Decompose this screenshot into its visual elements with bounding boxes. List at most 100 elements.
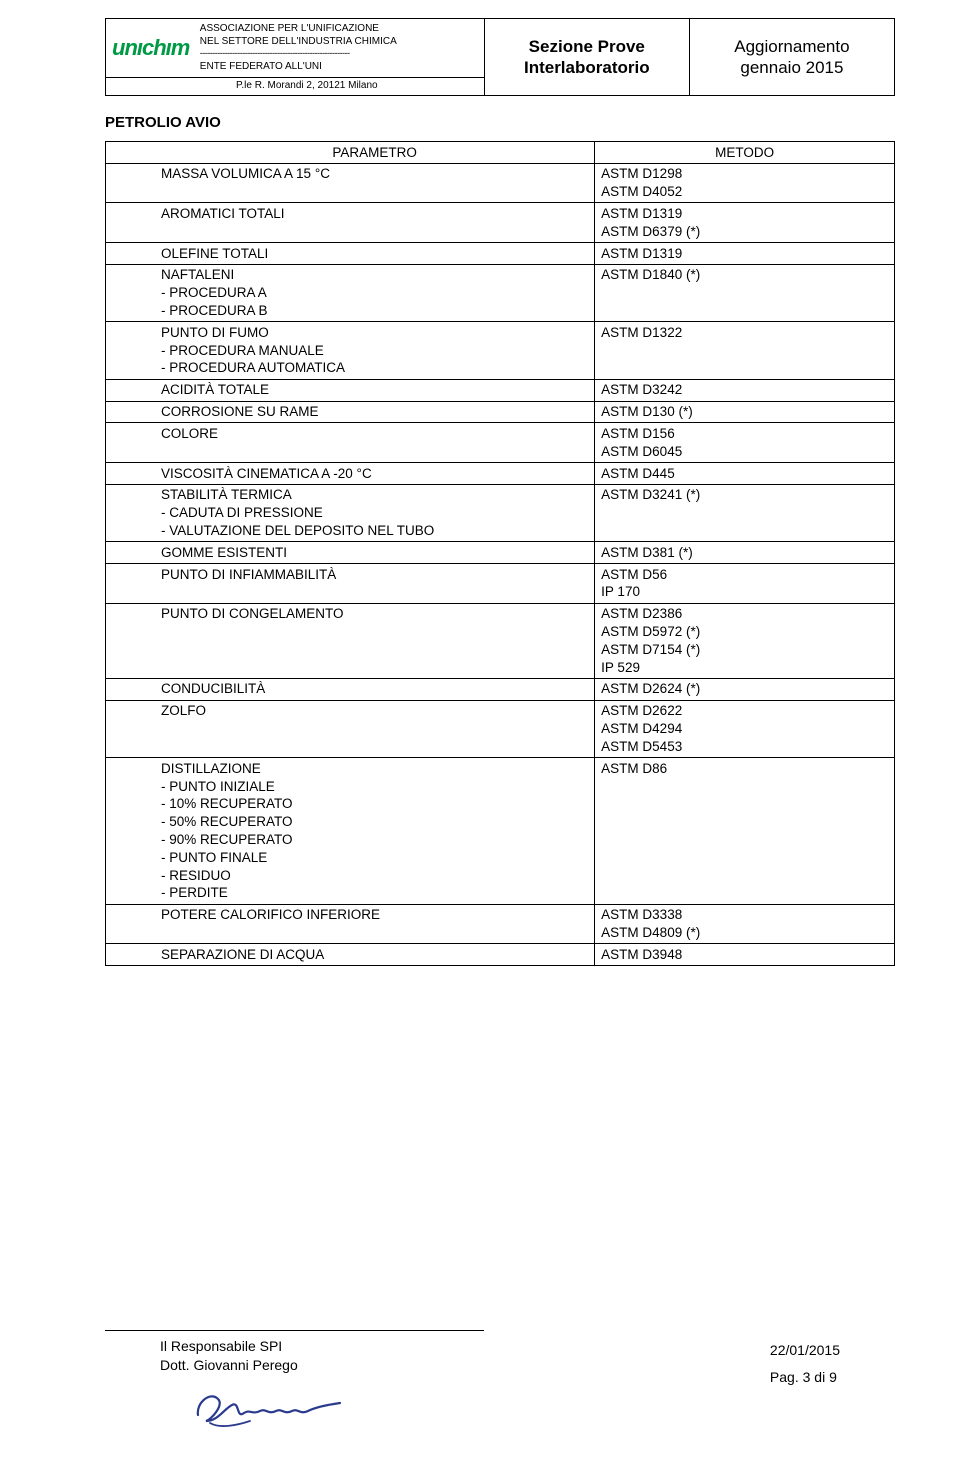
method-label: ASTM D3948 bbox=[601, 947, 682, 962]
method-cell: ASTM D3241 (*) bbox=[595, 484, 895, 541]
param-label: DISTILLAZIONE bbox=[161, 761, 261, 776]
table-row: NAFTALENIPROCEDURA APROCEDURA BASTM D184… bbox=[106, 264, 895, 321]
param-label: PUNTO DI CONGELAMENTO bbox=[161, 606, 344, 621]
method-label: ASTM D2624 (*) bbox=[601, 681, 700, 696]
param-label: OLEFINE TOTALI bbox=[161, 246, 268, 261]
param-label: VISCOSITÀ CINEMATICA A -20 °C bbox=[161, 466, 372, 481]
org-line-3: ENTE FEDERATO ALL'UNI bbox=[200, 61, 322, 72]
param-sub-item: PROCEDURA B bbox=[161, 302, 588, 320]
column-header-param: PARAMETRO bbox=[106, 142, 595, 164]
param-sub-item: PROCEDURA MANUALE bbox=[161, 342, 588, 360]
org-logo: unıchım bbox=[112, 39, 189, 58]
footer-date: 22/01/2015 bbox=[770, 1342, 840, 1358]
param-sub-item: PROCEDURA AUTOMATICA bbox=[161, 359, 588, 377]
method-label: ASTM D4809 (*) bbox=[601, 925, 700, 940]
param-label: POTERE CALORIFICO INFERIORE bbox=[161, 907, 380, 922]
method-label: ASTM D2386 bbox=[601, 606, 682, 621]
table-row: AROMATICI TOTALIASTM D1319ASTM D6379 (*) bbox=[106, 203, 895, 243]
logo-text: unıchım bbox=[112, 39, 189, 58]
param-label: ACIDITÀ TOTALE bbox=[161, 382, 269, 397]
param-sub-item: 50% RECUPERATO bbox=[161, 813, 588, 831]
method-label: ASTM D56 bbox=[601, 567, 667, 582]
param-sub-list: PROCEDURA APROCEDURA B bbox=[161, 284, 588, 320]
org-divider: ----------------------------------------… bbox=[200, 48, 350, 58]
table-row: DISTILLAZIONE PUNTO INIZIALE10% RECUPERAT… bbox=[106, 758, 895, 905]
method-label: ASTM D381 (*) bbox=[601, 545, 693, 560]
param-cell: VISCOSITÀ CINEMATICA A -20 °C bbox=[106, 463, 595, 485]
method-label: ASTM D5453 bbox=[601, 739, 682, 754]
method-label: ASTM D1319 bbox=[601, 246, 682, 261]
org-line-2: NEL SETTORE DELL'INDUSTRIA CHIMICA bbox=[200, 36, 397, 47]
param-sub-item: RESIDUO bbox=[161, 867, 588, 885]
table-row: POTERE CALORIFICO INFERIORE ASTM D3338 AST… bbox=[106, 904, 895, 944]
method-label: ASTM D7154 (*) bbox=[601, 642, 700, 657]
param-cell: MASSA VOLUMICA A 15 °C bbox=[106, 163, 595, 203]
method-label: ASTM D3241 (*) bbox=[601, 487, 700, 502]
param-cell: OLEFINE TOTALI bbox=[106, 243, 595, 265]
method-label: ASTM D1319 bbox=[601, 206, 682, 221]
signature bbox=[190, 1385, 360, 1436]
table-row: ACIDITÀ TOTALEASTM D3242 bbox=[106, 379, 895, 401]
method-label: ASTM D1840 (*) bbox=[601, 267, 700, 282]
param-cell: DISTILLAZIONE PUNTO INIZIALE10% RECUPERAT… bbox=[106, 758, 595, 905]
org-address: P.le R. Morandi 2, 20121 Milano bbox=[236, 80, 378, 91]
page-footer: Il Responsabile SPI Dott. Giovanni Pereg… bbox=[105, 1330, 895, 1436]
footer-page: Pag. 3 di 9 bbox=[770, 1369, 837, 1385]
method-cell: ASTM D86 bbox=[595, 758, 895, 905]
param-label: CORROSIONE SU RAME bbox=[161, 404, 319, 419]
org-info: ASSOCIAZIONE PER L'UNIFICAZIONE NEL SETT… bbox=[200, 23, 397, 73]
method-label: ASTM D5972 (*) bbox=[601, 624, 700, 639]
header-address-cell: P.le R. Morandi 2, 20121 Milano bbox=[106, 78, 485, 96]
param-cell: CONDUCIBILITÀ bbox=[106, 678, 595, 700]
param-cell: AROMATICI TOTALI bbox=[106, 203, 595, 243]
section-title: PETROLIO AVIO bbox=[105, 114, 895, 131]
header-right-line-2: gennaio 2015 bbox=[740, 58, 843, 77]
header-right-cell: Aggiornamento gennaio 2015 bbox=[689, 19, 894, 96]
param-sub-item: PERDITE bbox=[161, 884, 588, 902]
method-label: ASTM D86 bbox=[601, 761, 667, 776]
method-label: ASTM D445 bbox=[601, 466, 675, 481]
param-cell: COLORE bbox=[106, 423, 595, 463]
param-sub-list: PUNTO INIZIALE10% RECUPERATO50% RECUPERA… bbox=[161, 778, 588, 903]
param-label: PUNTO DI INFIAMMABILITÀ bbox=[161, 567, 336, 582]
param-sub-item: PROCEDURA A bbox=[161, 284, 588, 302]
param-cell: CORROSIONE SU RAME bbox=[106, 401, 595, 423]
header-right-line-1: Aggiornamento bbox=[734, 37, 849, 56]
method-label: ASTM D3338 bbox=[601, 907, 682, 922]
param-cell: GOMME ESISTENTI bbox=[106, 542, 595, 564]
header-mid-line-2: Interlaboratorio bbox=[524, 58, 650, 77]
param-cell: PUNTO DI INFIAMMABILITÀ bbox=[106, 564, 595, 604]
method-cell: ASTM D2622ASTM D4294ASTM D5453 bbox=[595, 700, 895, 757]
method-cell: ASTM D2624 (*) bbox=[595, 678, 895, 700]
param-cell: POTERE CALORIFICO INFERIORE bbox=[106, 904, 595, 944]
method-cell: ASTM D1319 bbox=[595, 243, 895, 265]
table-row: GOMME ESISTENTI ASTM D381 (*) bbox=[106, 542, 895, 564]
param-cell: PUNTO DI CONGELAMENTO bbox=[106, 603, 595, 678]
responsible-block: Il Responsabile SPI Dott. Giovanni Pereg… bbox=[105, 1337, 360, 1436]
param-cell: ACIDITÀ TOTALE bbox=[106, 379, 595, 401]
param-label: AROMATICI TOTALI bbox=[161, 206, 285, 221]
table-row: ZOLFOASTM D2622ASTM D4294ASTM D5453 bbox=[106, 700, 895, 757]
responsible-name: Dott. Giovanni Perego bbox=[160, 1357, 298, 1373]
method-cell: ASTM D381 (*) bbox=[595, 542, 895, 564]
method-cell: ASTM D1322 bbox=[595, 322, 895, 379]
param-cell: ZOLFO bbox=[106, 700, 595, 757]
method-cell: ASTM D156ASTM D6045 bbox=[595, 423, 895, 463]
param-label: GOMME ESISTENTI bbox=[161, 545, 287, 560]
table-row: MASSA VOLUMICA A 15 °CASTM D1298ASTM D40… bbox=[106, 163, 895, 203]
method-label: IP 170 bbox=[601, 584, 640, 599]
table-row: STABILITÀ TERMICACADUTA DI PRESSIONEVALU… bbox=[106, 484, 895, 541]
table-row: PUNTO DI CONGELAMENTO ASTM D2386 ASTM D597… bbox=[106, 603, 895, 678]
method-cell: ASTM D445 bbox=[595, 463, 895, 485]
method-label: ASTM D4294 bbox=[601, 721, 682, 736]
method-cell: ASTM D3948 bbox=[595, 944, 895, 966]
table-row: VISCOSITÀ CINEMATICA A -20 °C ASTM D445 bbox=[106, 463, 895, 485]
param-label: STABILITÀ TERMICA bbox=[161, 487, 292, 502]
method-label: ASTM D6045 bbox=[601, 444, 682, 459]
param-label: SEPARAZIONE DI ACQUA bbox=[161, 947, 324, 962]
table-row: PUNTO DI INFIAMMABILITÀ ASTM D56 IP 170 bbox=[106, 564, 895, 604]
parameters-table: PARAMETRO METODO MASSA VOLUMICA A 15 °CA… bbox=[105, 141, 895, 966]
method-label: ASTM D1322 bbox=[601, 325, 682, 340]
param-label: ZOLFO bbox=[161, 703, 206, 718]
param-label: MASSA VOLUMICA A 15 °C bbox=[161, 166, 330, 181]
